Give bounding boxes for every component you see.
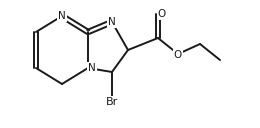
Text: N: N	[108, 17, 116, 27]
Text: N: N	[58, 11, 66, 21]
Text: N: N	[88, 63, 96, 73]
Text: Br: Br	[106, 97, 118, 107]
Text: O: O	[174, 50, 182, 60]
Text: O: O	[158, 9, 166, 19]
